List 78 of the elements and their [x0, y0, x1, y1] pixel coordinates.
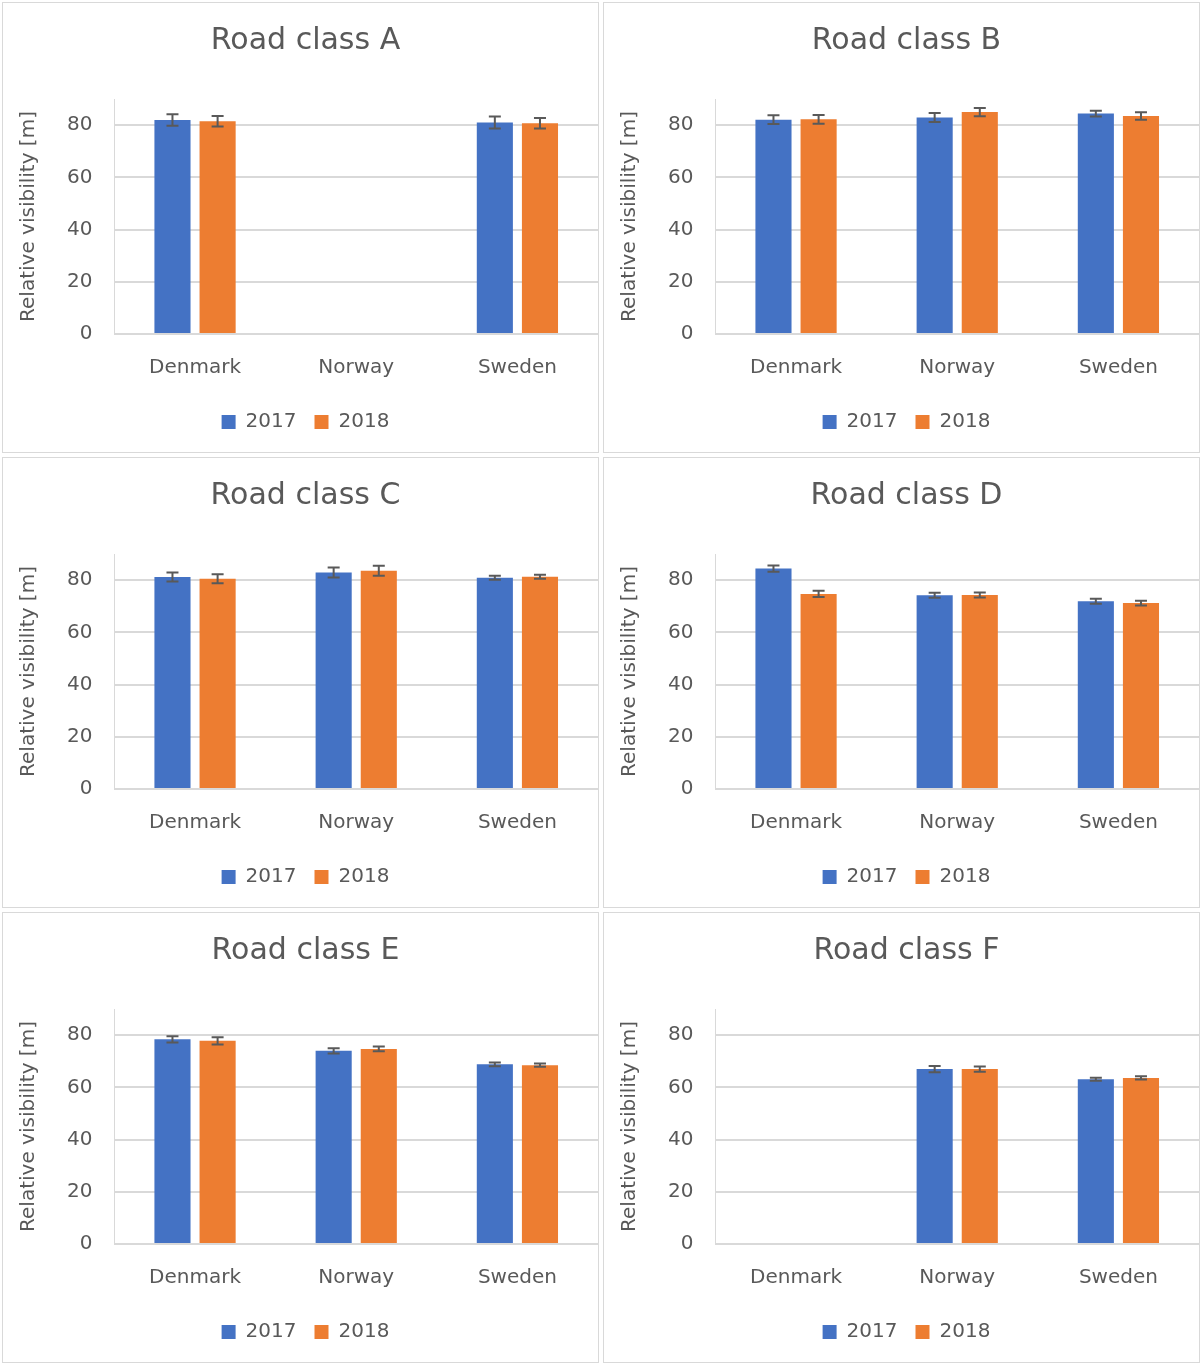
legend-label: 2018 — [338, 408, 390, 433]
y-tick-label: 80 — [67, 566, 93, 591]
y-axis-title: Relative visibility [m] — [15, 111, 40, 322]
y-tick-label: 60 — [67, 163, 93, 188]
y-tick-label: 60 — [67, 618, 93, 643]
legend-label: 2017 — [846, 408, 898, 433]
legend-label: 2018 — [338, 863, 390, 888]
legend-label: 2018 — [338, 1318, 390, 1343]
y-tick-label: 0 — [680, 320, 694, 345]
y-axis-title: Relative visibility [m] — [616, 566, 641, 777]
x-tick-label: Norway — [318, 1264, 395, 1289]
y-tick-label: 80 — [668, 111, 694, 136]
y-axis-title: Relative visibility [m] — [616, 1021, 641, 1232]
legend-label: 2018 — [939, 863, 991, 888]
x-tick-label: Denmark — [750, 1264, 843, 1289]
y-tick-label: 0 — [680, 775, 694, 800]
y-tick-label: 40 — [67, 1125, 93, 1150]
bar — [154, 576, 191, 788]
bar — [476, 577, 513, 788]
chart-title: Road class C — [210, 475, 401, 511]
y-tick-label: 40 — [668, 1125, 694, 1150]
y-tick-label: 20 — [67, 1177, 93, 1202]
y-tick-label: 20 — [668, 1177, 694, 1202]
y-tick-label: 0 — [79, 320, 93, 345]
chart-title: Road class B — [811, 20, 1002, 56]
legend-label: 2017 — [846, 863, 898, 888]
x-tick-label: Norway — [318, 809, 395, 834]
y-tick-label: 80 — [668, 566, 694, 591]
chart-title: Road class D — [810, 475, 1003, 511]
y-tick-label: 40 — [668, 215, 694, 240]
x-tick-label: Denmark — [149, 354, 242, 379]
y-tick-label: 60 — [668, 1073, 694, 1098]
y-tick-label: 20 — [67, 267, 93, 292]
x-tick-label: Norway — [919, 809, 996, 834]
x-tick-label: Sweden — [1078, 809, 1158, 834]
chart-title: Road class A — [210, 20, 401, 56]
x-tick-label: Sweden — [477, 354, 557, 379]
legend-label: 2018 — [939, 408, 991, 433]
bar — [315, 572, 352, 788]
y-tick-label: 40 — [67, 215, 93, 240]
y-tick-label: 0 — [79, 1230, 93, 1255]
x-tick-label: Sweden — [477, 809, 557, 834]
y-tick-label: 20 — [67, 722, 93, 747]
y-tick-label: 40 — [668, 670, 694, 695]
y-tick-label: 60 — [67, 1073, 93, 1098]
y-tick-label: 80 — [668, 1021, 694, 1046]
y-tick-label: 80 — [67, 1021, 93, 1046]
y-tick-label: 80 — [67, 111, 93, 136]
x-tick-label: Sweden — [477, 1264, 557, 1289]
bar — [360, 570, 397, 788]
y-tick-label: 60 — [668, 163, 694, 188]
chart-title: Road class E — [211, 930, 400, 966]
y-tick-label: 0 — [680, 1230, 694, 1255]
y-axis-title: Relative visibility [m] — [15, 1021, 40, 1232]
y-axis-title: Relative visibility [m] — [15, 566, 40, 777]
x-tick-label: Norway — [318, 354, 395, 379]
legend-label: 2017 — [245, 1318, 297, 1343]
legend-label: 2017 — [245, 863, 297, 888]
x-tick-label: Norway — [919, 1264, 996, 1289]
x-tick-label: Denmark — [750, 809, 843, 834]
y-tick-label: 20 — [668, 722, 694, 747]
legend-label: 2018 — [939, 1318, 991, 1343]
legend-label: 2017 — [846, 1318, 898, 1343]
legend-label: 2017 — [245, 408, 297, 433]
y-tick-label: 0 — [79, 775, 93, 800]
x-tick-label: Denmark — [149, 1264, 242, 1289]
y-tick-label: 60 — [668, 618, 694, 643]
y-tick-label: 20 — [668, 267, 694, 292]
x-tick-label: Sweden — [1078, 1264, 1158, 1289]
bar — [521, 576, 559, 788]
y-axis-title: Relative visibility [m] — [616, 111, 641, 322]
bar — [199, 578, 236, 788]
x-tick-label: Sweden — [1078, 354, 1158, 379]
x-tick-label: Denmark — [750, 354, 843, 379]
chart-title: Road class F — [813, 930, 1000, 966]
x-tick-label: Norway — [919, 354, 996, 379]
x-tick-label: Denmark — [149, 809, 242, 834]
y-tick-label: 40 — [67, 670, 93, 695]
